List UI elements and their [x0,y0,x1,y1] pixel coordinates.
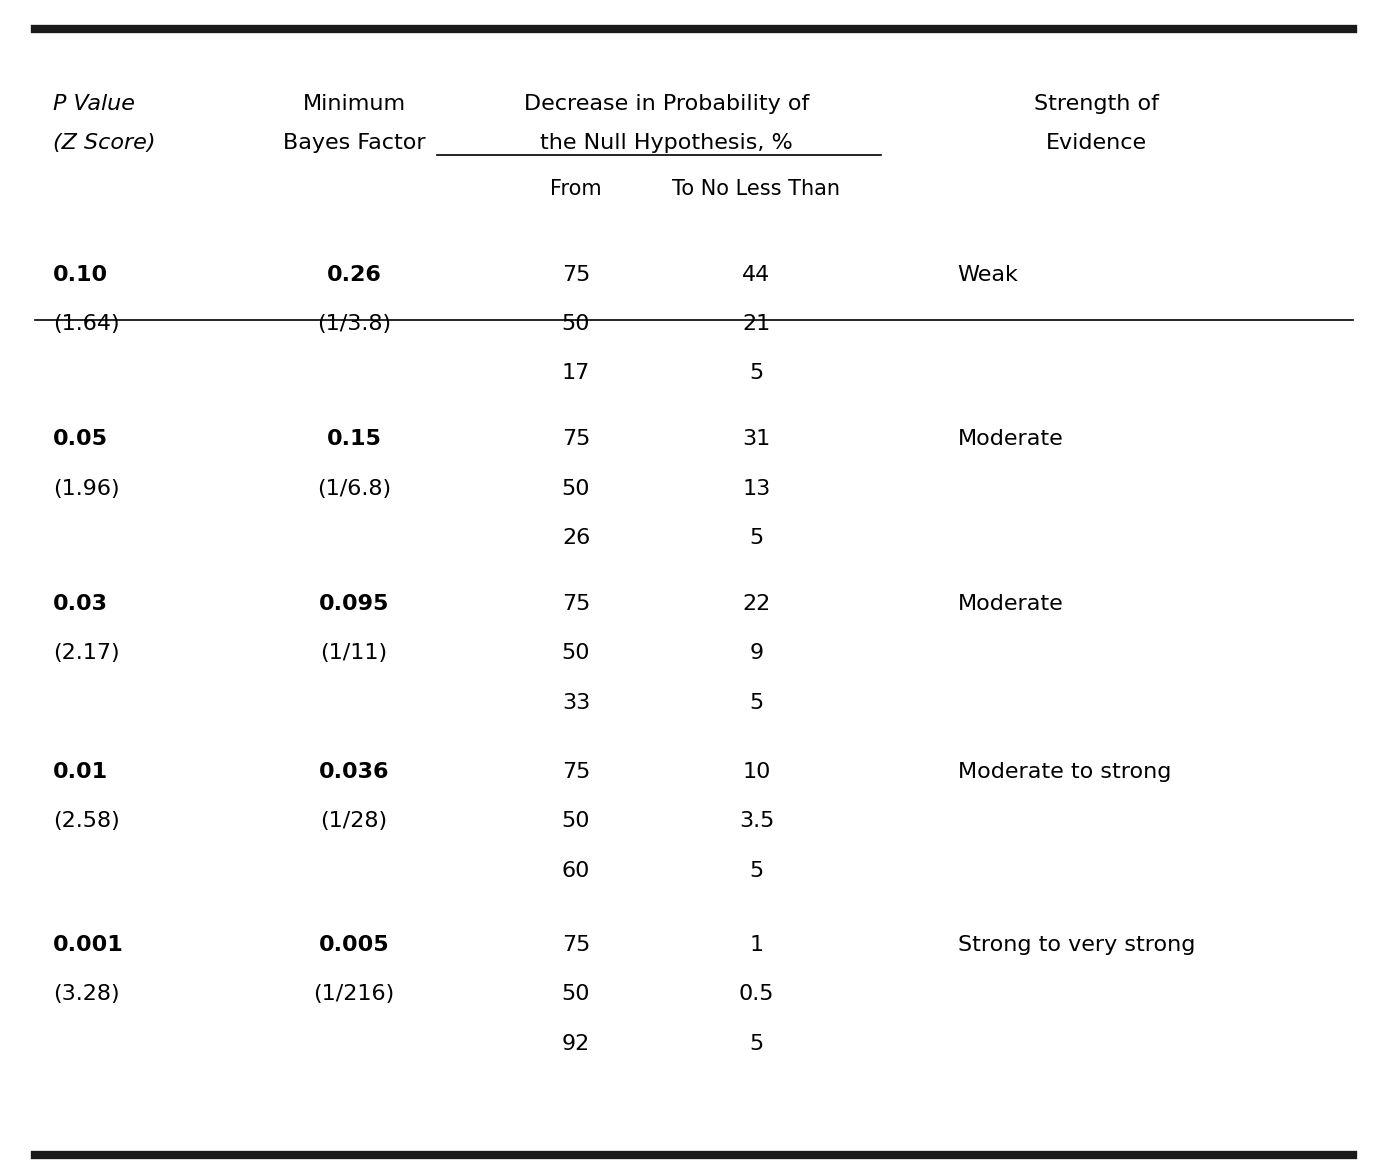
Text: 5: 5 [750,363,763,383]
Text: 0.01: 0.01 [53,762,108,782]
Text: 10: 10 [743,762,770,782]
Text: 5: 5 [750,528,763,548]
Text: 0.005: 0.005 [319,935,389,955]
Text: Minimum: Minimum [303,94,405,114]
Text: 44: 44 [743,265,770,285]
Text: Moderate: Moderate [958,429,1063,449]
Text: (1/28): (1/28) [321,811,387,831]
Text: 75: 75 [562,429,590,449]
Text: 0.001: 0.001 [53,935,124,955]
Text: the Null Hypothesis, %: the Null Hypothesis, % [540,133,793,153]
Text: (1.64): (1.64) [53,314,119,334]
Text: 92: 92 [562,1034,590,1054]
Text: 22: 22 [743,594,770,614]
Text: P Value: P Value [53,94,135,114]
Text: (1/3.8): (1/3.8) [316,314,391,334]
Text: 75: 75 [562,762,590,782]
Text: Strong to very strong: Strong to very strong [958,935,1195,955]
Text: 21: 21 [743,314,770,334]
Text: (3.28): (3.28) [53,984,119,1004]
Text: 5: 5 [750,861,763,881]
Text: 0.05: 0.05 [53,429,108,449]
Text: 5: 5 [750,693,763,713]
Text: 0.036: 0.036 [319,762,389,782]
Text: (1.96): (1.96) [53,479,119,499]
Text: 75: 75 [562,265,590,285]
Text: (2.58): (2.58) [53,811,119,831]
Text: 50: 50 [562,643,590,663]
Text: 50: 50 [562,811,590,831]
Text: Moderate to strong: Moderate to strong [958,762,1171,782]
Text: 5: 5 [750,1034,763,1054]
Text: Moderate: Moderate [958,594,1063,614]
Text: 0.095: 0.095 [319,594,389,614]
Text: 1: 1 [750,935,763,955]
Text: 13: 13 [743,479,770,499]
Text: Decrease in Probability of: Decrease in Probability of [523,94,809,114]
Text: 26: 26 [562,528,590,548]
Text: 3.5: 3.5 [738,811,775,831]
Text: 9: 9 [750,643,763,663]
Text: (1/216): (1/216) [314,984,394,1004]
Text: (1/11): (1/11) [321,643,387,663]
Text: (1/6.8): (1/6.8) [316,479,391,499]
Text: 0.10: 0.10 [53,265,108,285]
Text: (2.17): (2.17) [53,643,119,663]
Text: 60: 60 [562,861,590,881]
Text: 50: 50 [562,314,590,334]
Text: (Z Score): (Z Score) [53,133,155,153]
Text: 50: 50 [562,479,590,499]
Text: Evidence: Evidence [1047,133,1146,153]
Text: Strength of: Strength of [1034,94,1159,114]
Text: 50: 50 [562,984,590,1004]
Text: 17: 17 [562,363,590,383]
Text: To No Less Than: To No Less Than [672,179,841,199]
Text: 0.03: 0.03 [53,594,108,614]
Text: 0.15: 0.15 [326,429,382,449]
Text: Bayes Factor: Bayes Factor [283,133,425,153]
Text: 75: 75 [562,594,590,614]
Text: 0.5: 0.5 [738,984,775,1004]
Text: 0.26: 0.26 [326,265,382,285]
Text: Weak: Weak [958,265,1019,285]
Text: From: From [550,179,602,199]
Text: 31: 31 [743,429,770,449]
Text: 33: 33 [562,693,590,713]
Text: 75: 75 [562,935,590,955]
